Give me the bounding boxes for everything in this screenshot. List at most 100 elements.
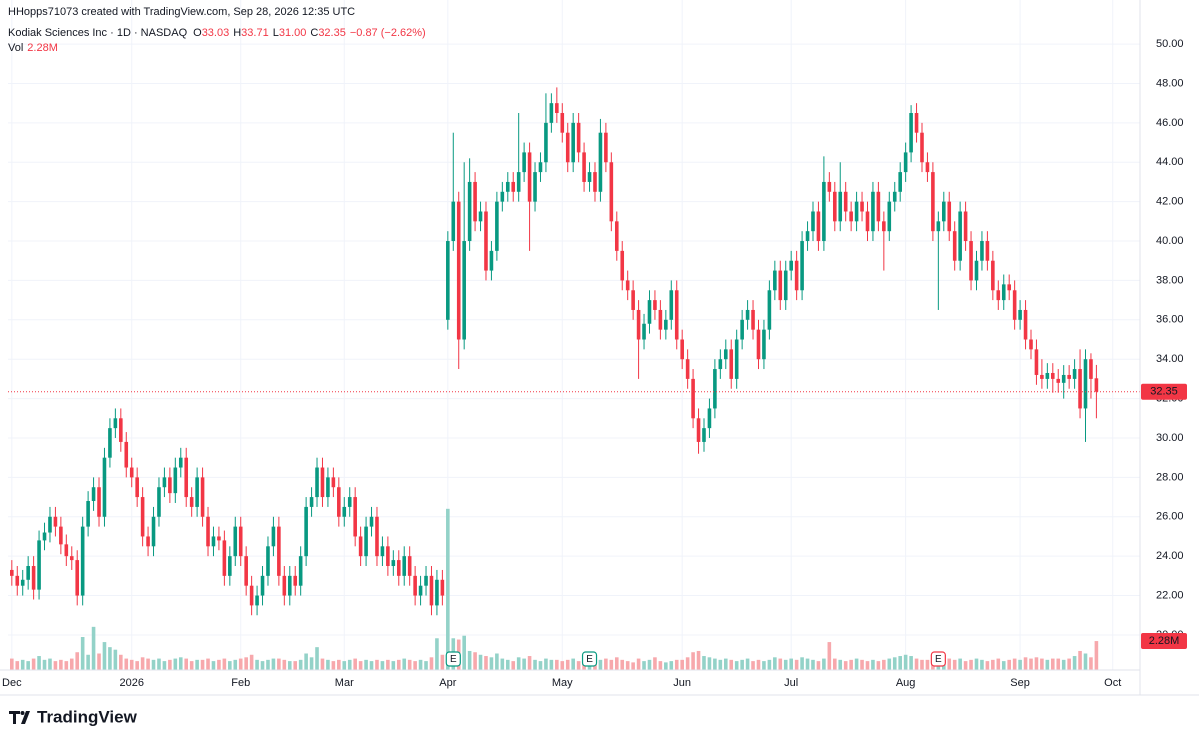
ohlc-key: C [310,27,318,39]
candle-body [396,560,401,576]
volume-bar [647,659,652,670]
candle-body [75,560,80,596]
candle-body [206,516,210,547]
volume-value: 2.28M [27,42,58,54]
volume-key: Vol [8,42,23,54]
candle-body [287,575,292,596]
candle-body [669,290,674,320]
ohlc-value: 32.35 [318,27,346,39]
candle-body [375,516,379,557]
x-tick-label: Dec [2,677,22,689]
candle-body [238,526,243,557]
volume-bar [140,657,145,670]
volume-bar [97,653,101,670]
candle-body [838,191,843,222]
volume-bar [565,659,570,670]
candle-body [358,536,363,557]
candle-body [189,497,194,507]
volume-bar [358,661,363,670]
logo: TradingView [9,707,138,726]
candle-body [64,544,69,557]
candle-body [1001,284,1006,301]
volume-bar [402,658,407,670]
candle-body [571,122,575,163]
volume-bar [925,659,930,670]
volume-bar [462,635,466,670]
candle-body [767,290,772,330]
candle-body [347,497,352,507]
volume-bar [734,661,739,670]
candle-body [1029,339,1033,350]
candle-body [1078,369,1082,409]
volume-bar [707,657,712,670]
volume-bar [1050,658,1055,670]
candle-body [495,201,499,251]
volume-bar [162,661,167,670]
volume-label-box [1141,633,1187,650]
candle-body [369,516,374,527]
y-tick-label: 22.00 [1156,589,1184,601]
volume-bar [467,650,472,670]
volume-bar [113,649,118,670]
volume-bar [309,657,314,670]
volume-bar [1067,658,1071,670]
candle-body [680,339,684,360]
candle-body [20,579,25,586]
volume-bar [64,661,69,670]
y-tick-label: 34.00 [1156,353,1184,365]
volume-bar [320,658,325,670]
volume-bar [31,658,36,670]
candle-body [162,477,167,488]
candle-body [560,113,565,133]
earnings-label: E [935,654,942,665]
volume-bar [10,658,14,670]
y-tick-label: 40.00 [1156,235,1184,247]
volume-bar [189,661,194,670]
candle-body [271,526,276,547]
ohlc-value: 33.71 [241,27,269,39]
earnings-marker [930,651,946,667]
volume-bar [102,642,107,670]
candle-body [723,349,728,360]
candle-body [876,191,881,222]
volume-bar [53,661,58,670]
y-tick-label: 24.00 [1156,550,1184,562]
volume-bar [69,658,74,670]
volume-bar [353,658,357,670]
candle-body [636,309,641,340]
candle-body [200,477,205,517]
candle-body [97,487,101,517]
y-tick-label: 38.00 [1156,274,1184,286]
x-tick-label: Oct [1104,677,1121,689]
volume-bar [985,661,990,670]
candle-body [157,487,161,517]
y-tick-label: 46.00 [1156,117,1184,129]
volume-bar [969,659,973,670]
candle-body [168,477,172,494]
volume-legend: Vol 2.28M [8,42,58,54]
candle-body [331,477,336,488]
candle-body [37,540,41,590]
volume-bar [386,659,390,670]
candle-body [364,526,368,557]
candle-body [309,497,314,507]
candle-body [843,191,848,212]
volume-bar [413,661,417,670]
candle-body [1034,349,1039,375]
candle-body [102,457,107,517]
volume-bar [380,661,385,670]
volume-bar [745,658,750,670]
volume-bar [391,661,396,670]
candle-body [418,585,423,596]
candle-body [958,211,962,261]
logo-mark [9,711,30,724]
volume-bar [555,659,559,670]
candle-body [1023,309,1028,340]
candle-body [337,487,341,517]
candle-body [255,595,259,606]
candle-body [69,556,74,561]
candle-body [604,132,608,163]
volume-bar [674,659,679,670]
candle-body [778,270,783,301]
